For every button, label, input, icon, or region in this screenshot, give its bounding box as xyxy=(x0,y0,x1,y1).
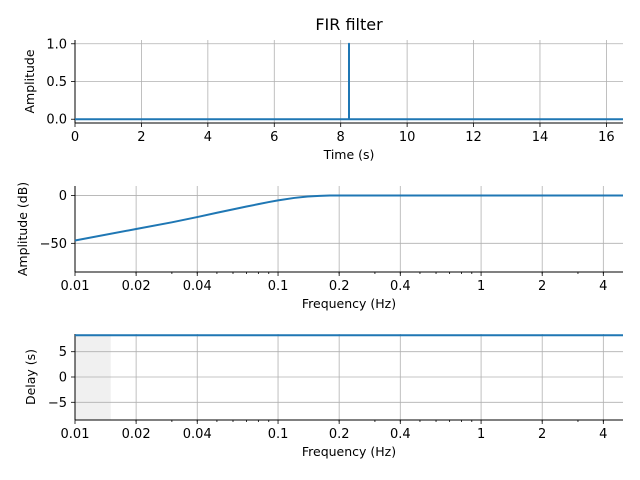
x-tick-label: 0.2 xyxy=(329,427,350,442)
x-tick-label: 1 xyxy=(477,427,485,442)
y-tick-label: 0 xyxy=(59,371,67,386)
x-tick-label: 12 xyxy=(465,130,482,145)
x-tick-label: 1 xyxy=(477,279,485,294)
x-tick-label: 0.1 xyxy=(268,279,289,294)
x-tick-label: 0.2 xyxy=(329,279,350,294)
x-tick-label: 0.1 xyxy=(268,427,289,442)
x-tick-label: 4 xyxy=(599,427,607,442)
x-tick-label: 2 xyxy=(538,427,546,442)
x-tick-label: 2 xyxy=(137,130,145,145)
x-tick-label: 4 xyxy=(204,130,212,145)
y-axis-label: Delay (s) xyxy=(23,349,38,405)
x-tick-label: 0.04 xyxy=(183,279,212,294)
x-tick-label: 4 xyxy=(599,279,607,294)
chart-panel-2: 0.01 0.02 0.04 0.1 0.2 0.4 1 2 4 0 −50 Frequency (H… xyxy=(15,182,623,311)
x-tick-label: 6 xyxy=(270,130,278,145)
x-tick-label: 0 xyxy=(71,130,79,145)
x-tick-label: 0.01 xyxy=(61,427,90,442)
x-axis-label: Time (s) xyxy=(323,147,375,162)
chart-panel-3: 0.01 0.02 0.04 0.1 0.2 0.4 1 2 4 5 0 −5 Frequency (H… xyxy=(23,334,623,459)
y-tick-label: 1.0 xyxy=(46,37,67,52)
y-tick-label: −5 xyxy=(48,396,67,411)
series-line-1 xyxy=(75,42,623,121)
x-tick-label: 0.01 xyxy=(61,279,90,294)
y-tick-label: 5 xyxy=(59,345,67,360)
x-tick-label: 0.4 xyxy=(390,279,411,294)
x-tick-label: 0.4 xyxy=(390,427,411,442)
y-tick-label: 0 xyxy=(59,189,67,204)
chart-panel-1: 0 2 4 6 8 10 12 14 16 0.0 0.5 1.0 Time (s) Amplitude F… xyxy=(22,15,623,162)
x-tick-label: 2 xyxy=(538,279,546,294)
series-line-1 xyxy=(74,194,623,242)
x-tick-label: 8 xyxy=(337,130,345,145)
x-axis-label: Frequency (Hz) xyxy=(302,444,396,459)
y-tick-label: 0.5 xyxy=(46,75,67,90)
x-tick-label: 0.04 xyxy=(183,427,212,442)
x-axis-label: Frequency (Hz) xyxy=(302,296,396,311)
x-tick-label: 0.02 xyxy=(122,427,151,442)
x-tick-label: 0.02 xyxy=(122,279,151,294)
y-axis-label: Amplitude (dB) xyxy=(15,182,30,276)
x-tick-label: 14 xyxy=(532,130,549,145)
y-tick-label: −50 xyxy=(40,237,67,252)
y-tick-label: 0.0 xyxy=(46,113,67,128)
y-axis-label: Amplitude xyxy=(22,49,37,113)
x-tick-label: 16 xyxy=(598,130,615,145)
x-tick-label: 10 xyxy=(399,130,416,145)
chart-title: FIR filter xyxy=(315,15,383,34)
